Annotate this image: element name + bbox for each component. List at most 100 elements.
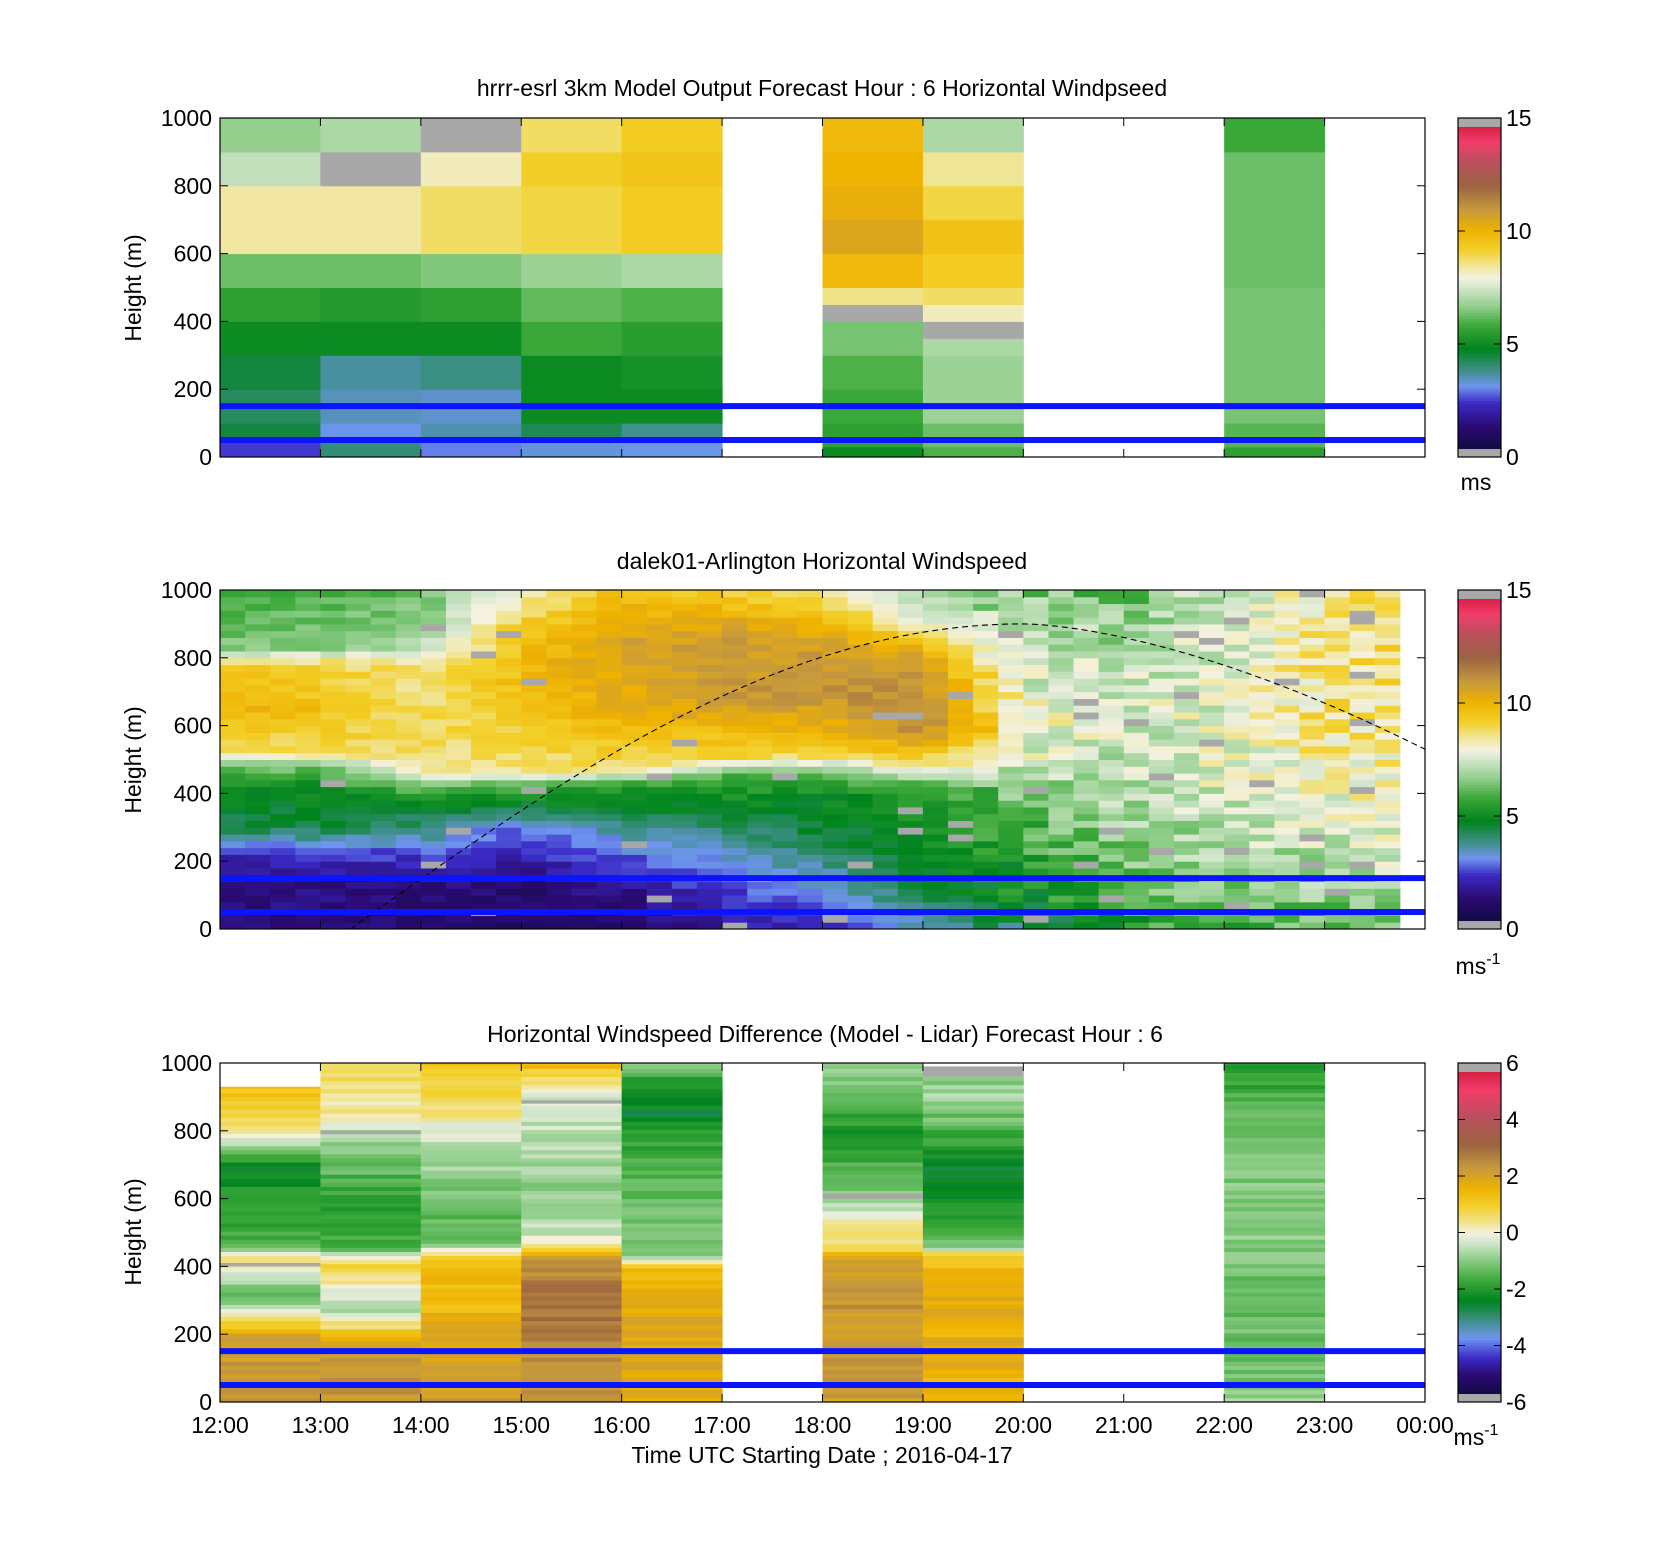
heatmap-cell [696,901,723,910]
heatmap-cell [847,637,874,645]
heatmap-cell [320,840,347,849]
colorbar-swatch [1458,369,1501,373]
heatmap-cell [420,834,447,842]
colorbar-swatch [1458,1325,1501,1330]
heatmap-cell [295,813,321,822]
heatmap-cell [420,1214,522,1220]
colorbar-unit: ms [1461,469,1492,495]
heatmap-cell [496,881,522,889]
heatmap-cell [1148,698,1175,706]
heatmap-cell [420,1340,522,1346]
heatmap-cell [1098,786,1125,794]
heatmap-cell [922,1275,1024,1281]
heatmap-cell [596,922,623,929]
colorbar-swatch [1458,406,1501,410]
heatmap-cell [395,732,422,740]
y-tick-label: 1000 [161,577,212,603]
heatmap-cell [1224,840,1250,849]
colorbar-swatch [1458,301,1501,305]
heatmap-cell [696,806,723,815]
heatmap-cell [897,617,924,625]
heatmap-cell [872,610,899,618]
heatmap-cell [1123,759,1150,767]
heatmap-cell [847,596,874,605]
colorbar-swatch [1458,903,1501,907]
heatmap-cell [1249,712,1275,720]
heatmap-cell [521,1292,623,1297]
colorbar-swatch [1458,1184,1501,1188]
heatmap-cell [420,287,522,322]
heatmap-cell [822,691,849,699]
heatmap-cell [897,759,924,767]
heatmap-cell [797,698,823,706]
heatmap-cell [621,773,648,781]
heatmap-cell [1374,664,1401,672]
heatmap-cell [445,827,472,835]
heatmap-cell [496,705,522,713]
heatmap-cell [747,698,773,706]
heatmap-cell [797,739,823,747]
heatmap-cell [320,1231,422,1236]
heatmap-cell [922,881,949,889]
heatmap-cell [596,651,623,659]
heatmap-cell [1224,1186,1326,1191]
heatmap-cell [646,901,673,910]
heatmap-cell [1098,705,1125,713]
heatmap-cell [998,847,1024,855]
heatmap-cell [270,739,296,747]
heatmap-cell [1123,691,1150,699]
heatmap-cell [521,610,547,618]
heatmap-cell [220,678,246,686]
heatmap-cell [220,1105,321,1110]
heatmap-cell [872,671,899,679]
heatmap-cell [922,705,949,713]
heatmap-cell [1173,766,1200,774]
heatmap-cell [822,1397,924,1402]
heatmap-cell [395,901,422,910]
heatmap-cell [1023,684,1049,693]
heatmap-cell [922,590,949,598]
heatmap-cell [320,1369,422,1375]
heatmap-cell [1023,698,1049,706]
heatmap-cell [1073,739,1100,747]
heatmap-cell [471,861,497,869]
heatmap-cell [973,854,999,862]
heatmap-cell [546,725,572,733]
heatmap-cell [922,901,949,910]
heatmap-cell [1374,773,1401,781]
colorbar-swatch [1458,383,1501,387]
y-tick-label: 600 [174,1186,212,1212]
heatmap-cell [822,732,849,740]
heatmap-cell [696,637,723,645]
heatmap-cell [220,610,246,618]
heatmap-cell [822,1117,924,1122]
heatmap-cell [1274,712,1300,720]
heatmap-cell [420,813,447,822]
heatmap-cell [1249,881,1275,889]
heatmap-cell [1123,590,1150,598]
heatmap-cell [1199,922,1225,929]
heatmap-cell [1349,847,1376,855]
heatmap-cell [320,800,347,808]
heatmap-cell [847,888,874,896]
heatmap-cell [1224,752,1250,760]
heatmap-cell [395,895,422,903]
colorbar-swatch [1458,852,1501,857]
heatmap-cell [1148,881,1175,889]
heatmap-cell [1249,637,1275,645]
heatmap-cell [521,867,547,876]
heatmap-cell [220,1324,321,1330]
heatmap-cell [320,739,347,747]
heatmap-cell [1224,745,1250,754]
colorbar-swatch [1458,408,1501,413]
colorbar-swatch [1458,1255,1501,1259]
heatmap-cell [847,691,874,699]
colorbar-swatch [1458,858,1501,862]
diurnal-curve [350,623,1425,929]
heatmap-cell [822,773,849,781]
heatmap-cell [1073,861,1100,869]
heatmap-cell [1224,813,1250,822]
heatmap-cell [922,1174,1024,1179]
heatmap-cell [772,623,798,632]
heatmap-cell [546,739,572,747]
